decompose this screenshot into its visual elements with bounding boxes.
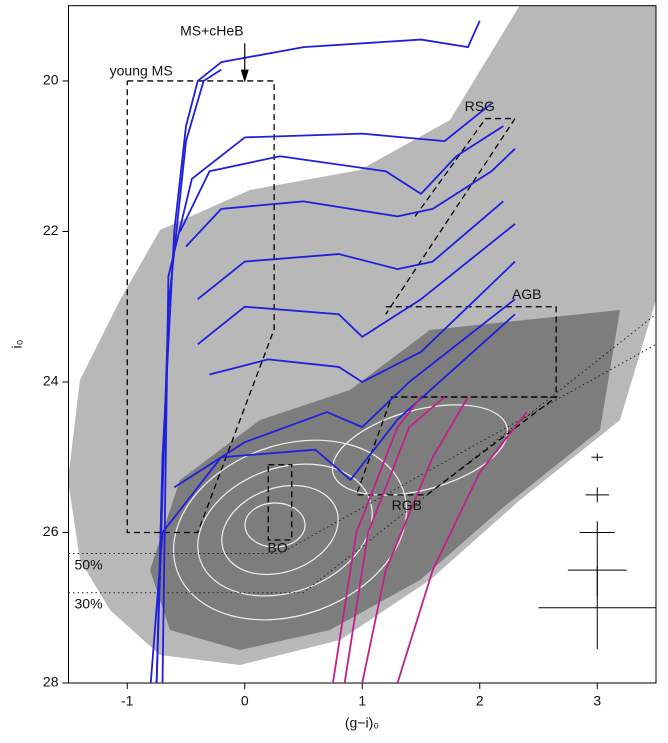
isochrone (396, 411, 528, 683)
annotation: MS+cHeB (180, 23, 243, 39)
y-tick-label: 22 (43, 222, 59, 238)
region-box (385, 117, 517, 315)
y-tick-label: 24 (43, 373, 59, 389)
x-tick-label: 1 (358, 693, 366, 709)
arrow-head (240, 69, 249, 83)
completeness-label: 30% (75, 595, 103, 611)
isochrone (209, 260, 516, 383)
x-tick-label: 3 (593, 693, 601, 709)
isochrone (173, 298, 516, 489)
isochrone (185, 148, 516, 248)
x-axis-label: (g−i)₀ (345, 715, 379, 731)
y-tick-label: 26 (43, 523, 59, 539)
completeness-label: 50% (75, 556, 103, 572)
isochrone (149, 313, 516, 683)
region-box (267, 464, 293, 541)
completeness-limit (68, 343, 656, 555)
completeness-limit (68, 313, 656, 594)
region-label: RGB (392, 497, 422, 513)
isochrone (155, 20, 481, 683)
y-axis-label: i₀ (9, 339, 25, 348)
star-cloud (68, 5, 656, 665)
region-label: BO (268, 540, 288, 556)
region-label: young MS (110, 63, 173, 79)
isochrone (179, 125, 504, 232)
y-tick-label: 20 (43, 72, 59, 88)
x-tick-label: -1 (121, 693, 134, 709)
region-box (355, 396, 559, 496)
y-tick-label: 28 (43, 674, 59, 690)
isochrone (331, 396, 422, 683)
region-box (126, 80, 275, 534)
isochrone (197, 223, 516, 346)
isochrone (361, 396, 469, 683)
isochrone (343, 396, 446, 683)
region-label: AGB (512, 286, 542, 302)
dense-stars (150, 310, 620, 650)
isochrone (197, 200, 504, 300)
isochrone (155, 68, 222, 683)
plot-layer: 50% 30% (68, 20, 656, 683)
isochrone (161, 102, 493, 683)
x-tick-label: 2 (476, 693, 484, 709)
region-label: RSG (465, 98, 495, 114)
x-tick-label: 0 (241, 693, 249, 709)
